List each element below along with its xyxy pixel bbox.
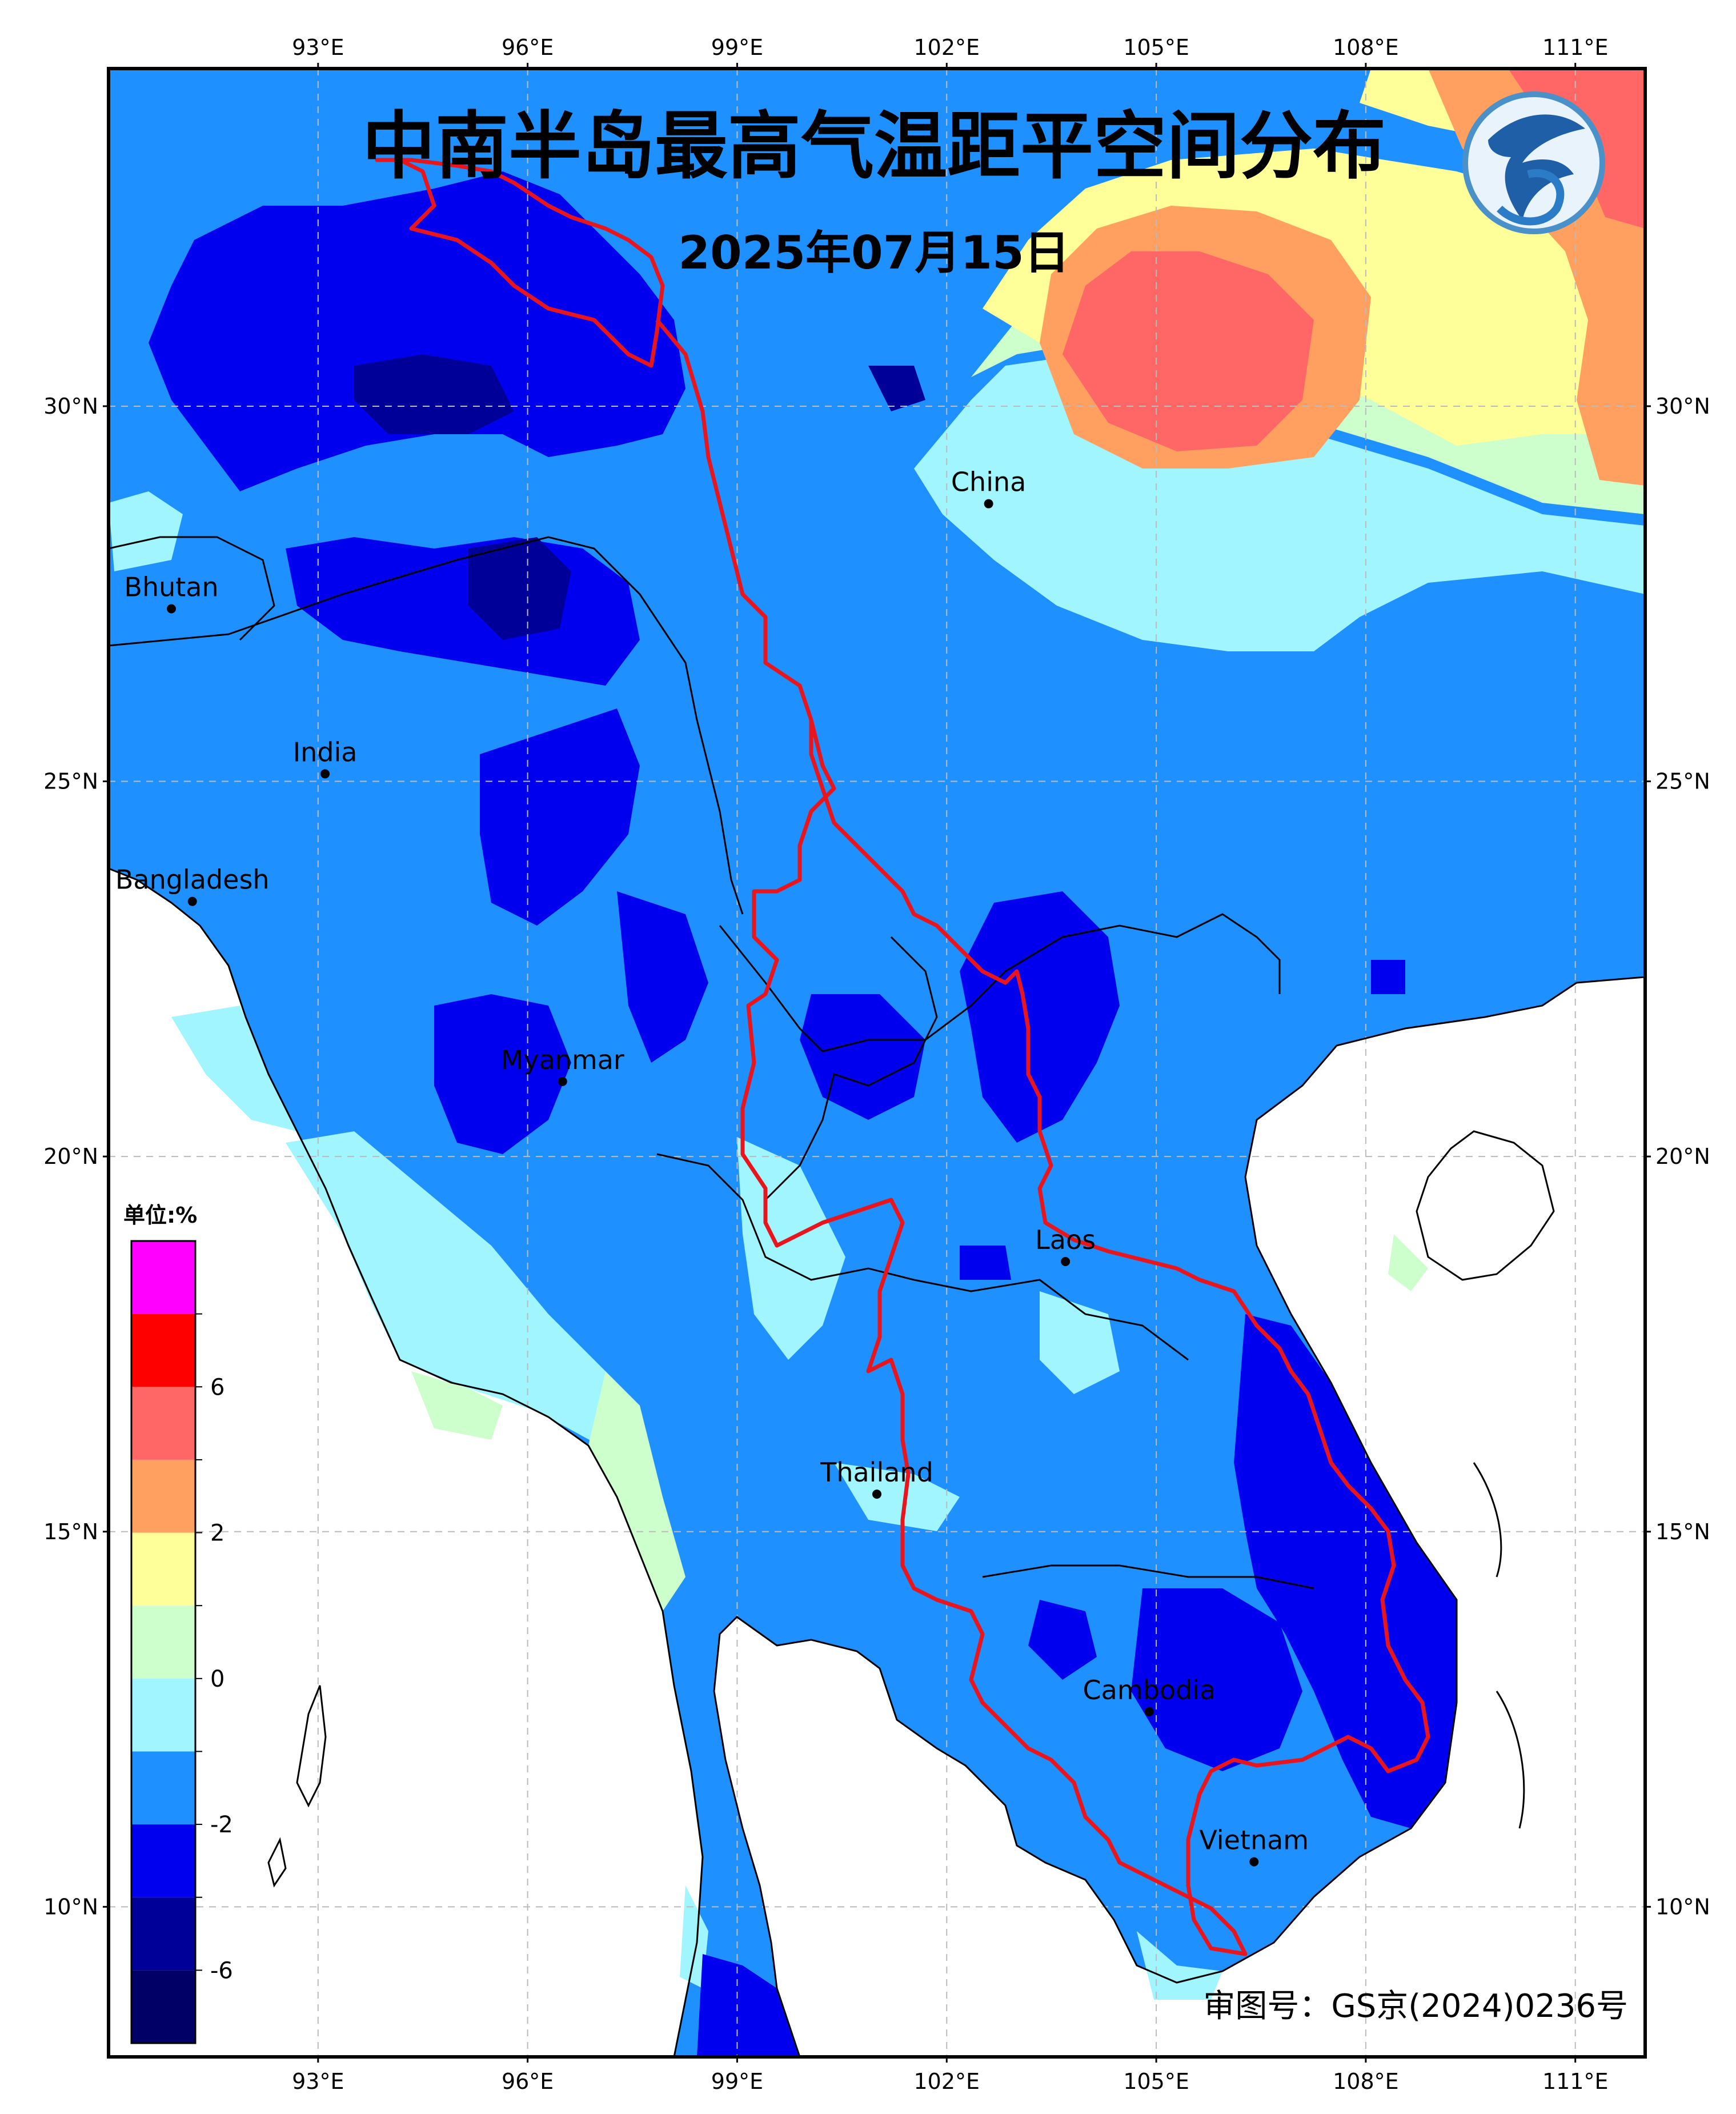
color-legend: 单位:% 6 2 0 -2 -6 — [123, 1203, 233, 2044]
x-tick-label-bottom: 108°E — [1333, 2069, 1399, 2094]
legend-swatch — [131, 1241, 195, 1314]
y-tick-label-right: 15°N — [1655, 1519, 1710, 1544]
y-tick-label-right: 30°N — [1655, 394, 1710, 419]
x-tick-label-bottom: 99°E — [711, 2069, 763, 2094]
legend-swatch — [131, 1751, 195, 1825]
legend-label: 2 — [210, 1520, 224, 1547]
legend-swatch — [131, 1459, 195, 1533]
place-label-laos: Laos — [1035, 1224, 1096, 1255]
dark-blue-patches — [149, 171, 1457, 2057]
map-area: Bhutan India Bangladesh Myanmar China Laos Tha… — [109, 69, 1645, 2057]
place-marker — [1144, 1707, 1154, 1716]
place-label-thailand: Thailand — [820, 1457, 933, 1488]
legend-label: -2 — [210, 1812, 233, 1838]
legend-swatch — [131, 1897, 195, 1971]
place-label-bangladesh: Bangladesh — [115, 864, 270, 895]
x-tick-label-top: 105°E — [1123, 35, 1189, 60]
place-marker — [187, 896, 197, 906]
y-tick-label-left: 15°N — [43, 1519, 98, 1544]
place-marker — [872, 1490, 881, 1499]
place-label-india: India — [293, 736, 358, 767]
place-label-cambodia: Cambodia — [1083, 1675, 1216, 1705]
y-tick-label-left: 30°N — [43, 394, 98, 419]
agency-logo — [1462, 91, 1605, 234]
legend-label: -6 — [210, 1957, 233, 1984]
legend-swatch — [131, 1678, 195, 1752]
legend-bar — [130, 1240, 202, 2044]
place-label-myanmar: Myanmar — [501, 1044, 624, 1075]
x-tick-label-top: 108°E — [1333, 35, 1399, 60]
legend-swatch — [131, 1605, 195, 1679]
x-tick-label-top: 99°E — [711, 35, 763, 60]
x-tick-label-bottom: 111°E — [1542, 2069, 1609, 2094]
legend-label: 6 — [210, 1374, 224, 1400]
coastlines — [109, 536, 1645, 2057]
legend-frame — [130, 1240, 197, 2044]
legend-swatch — [131, 1824, 195, 1897]
y-tick-label-left: 25°N — [43, 769, 98, 794]
place-labels: Bhutan India Bangladesh Myanmar China Laos Tha… — [115, 467, 1309, 1867]
region-boundary — [375, 158, 1430, 1956]
map-title: 中南半岛最高气温距平空间分布 — [362, 104, 1386, 189]
approval-number: 审图号：GS京(2024)0236号 — [1203, 1988, 1628, 2025]
map-frame — [107, 67, 1647, 2059]
y-tick-label-right: 25°N — [1655, 769, 1710, 794]
cyan-patches — [109, 354, 1645, 2000]
legend-swatch — [131, 1314, 195, 1387]
place-marker — [1249, 1857, 1259, 1867]
x-tick-label-bottom: 105°E — [1123, 2069, 1189, 2094]
legend-swatch — [131, 1387, 195, 1460]
legend-swatch — [131, 1532, 195, 1606]
place-marker — [167, 604, 177, 614]
x-tick-label-bottom: 96°E — [502, 2069, 554, 2094]
place-label-bhutan: Bhutan — [124, 572, 218, 603]
y-tick-label-right: 10°N — [1655, 1894, 1710, 1919]
y-tick-label-left: 20°N — [43, 1144, 98, 1169]
legend-title: 单位:% — [123, 1203, 197, 1228]
place-marker — [320, 769, 330, 779]
legend-label: 0 — [210, 1666, 224, 1692]
legend-swatch — [131, 1970, 195, 2043]
place-label-vietnam: Vietnam — [1199, 1825, 1309, 1856]
x-tick-label-top: 93°E — [292, 35, 344, 60]
x-tick-label-top: 102°E — [913, 35, 980, 60]
place-marker — [1061, 1257, 1071, 1266]
place-marker — [984, 499, 993, 509]
x-tick-label-bottom: 102°E — [913, 2069, 980, 2094]
graticule — [109, 69, 1645, 2057]
x-tick-label-bottom: 93°E — [292, 2069, 344, 2094]
place-marker — [558, 1076, 567, 1086]
navy-patches — [354, 354, 925, 640]
y-tick-label-right: 20°N — [1655, 1144, 1710, 1169]
x-tick-label-top: 111°E — [1542, 35, 1609, 60]
x-tick-label-top: 96°E — [502, 35, 554, 60]
y-tick-label-left: 10°N — [43, 1894, 98, 1919]
place-label-china: China — [951, 467, 1026, 498]
axis-ticks: 93°E 93°E 96°E 96°E 99°E 99°E 102°E 102°E 105°E 1… — [43, 35, 1710, 2094]
legend-labels: 6 2 0 -2 -6 — [210, 1374, 233, 1984]
map-date: 2025年07月15日 — [678, 226, 1069, 279]
